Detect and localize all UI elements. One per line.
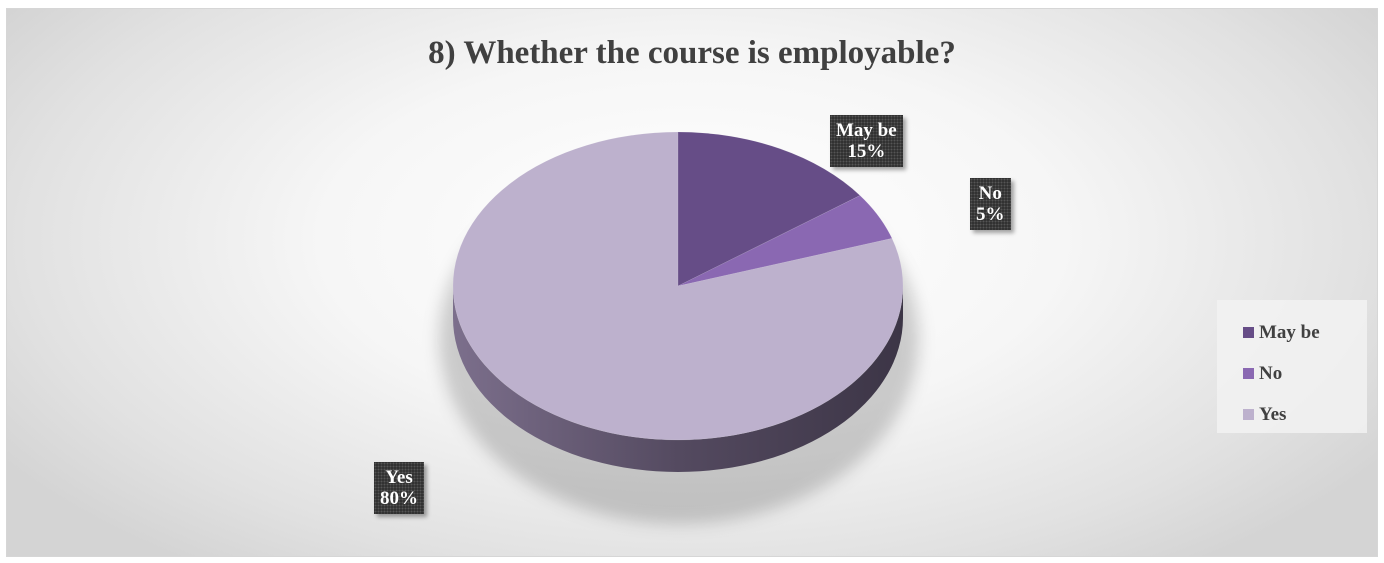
pie-slice-no [677,195,893,287]
legend-swatch-may-be [1243,327,1254,338]
pie-side-wall [453,286,903,472]
legend-swatch-no [1243,368,1254,379]
legend-item-no: No [1217,353,1367,394]
legend-item-may-be: May be [1217,312,1367,353]
chart-title: 8) Whether the course is employable? [428,35,956,71]
chart-area: 8) Whether the course is employable? May… [6,8,1378,557]
data-label-no: No 5% [970,178,1011,230]
legend-swatch-yes [1243,409,1254,420]
pie-chart [439,131,919,524]
data-label-may-be: May be 15% [830,115,903,167]
pie-slice-yes [452,131,904,441]
pie-slice-may-be [677,131,861,287]
data-label-yes: Yes 80% [374,462,424,514]
legend-item-yes: Yes [1217,394,1367,435]
chart-legend: May be No Yes [1217,300,1367,433]
